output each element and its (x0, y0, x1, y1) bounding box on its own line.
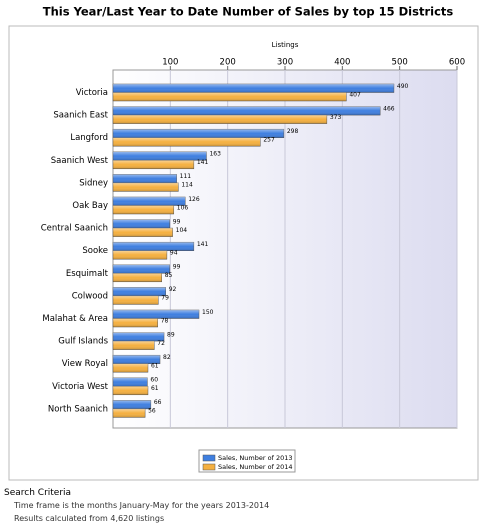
y-tick-label: Saanich East (53, 111, 108, 121)
data-label: 79 (161, 295, 169, 302)
data-label: 66 (154, 399, 162, 406)
bar (112, 160, 195, 170)
data-label: 78 (161, 317, 169, 324)
y-tick-label: Central Saanich (41, 224, 108, 234)
data-label: 89 (167, 331, 175, 338)
data-label: 94 (170, 249, 178, 256)
chart-title: This Year/Last Year to Date Number of Sa… (43, 5, 454, 19)
y-tick-label: Sooke (82, 246, 108, 256)
bar (112, 196, 186, 206)
data-label: 106 (177, 204, 189, 211)
bar (112, 340, 155, 350)
data-label: 257 (263, 136, 275, 143)
data-label: 72 (157, 340, 165, 347)
bar (112, 137, 261, 147)
bar (112, 287, 166, 297)
bar (112, 264, 171, 274)
data-label: 490 (397, 83, 409, 90)
x-tick-label: 400 (334, 58, 350, 68)
bar (112, 386, 149, 396)
data-label: 373 (330, 114, 342, 121)
data-label: 111 (180, 173, 192, 180)
y-tick-label: Colwood (72, 291, 108, 301)
data-label: 92 (169, 286, 177, 293)
bar (112, 363, 149, 373)
y-tick-label: Victoria West (52, 382, 109, 392)
data-label: 99 (173, 264, 181, 271)
criteria-line: Time frame is the months January-May for… (14, 501, 270, 510)
data-label: 466 (383, 105, 395, 112)
x-tick-label: 600 (449, 58, 465, 68)
x-tick-label: 100 (162, 58, 178, 68)
data-label: 60 (150, 377, 158, 384)
y-tick-label: Langford (70, 133, 108, 143)
bar (112, 273, 162, 283)
data-label: 126 (188, 196, 200, 203)
data-label: 61 (151, 385, 159, 392)
y-tick-label: Victoria (76, 88, 108, 98)
bar (112, 408, 146, 418)
bar (112, 92, 347, 102)
data-label: 163 (209, 151, 221, 158)
data-label: 104 (176, 227, 188, 234)
data-label: 141 (197, 241, 209, 248)
bar (112, 400, 152, 410)
y-tick-label: Gulf Islands (58, 337, 108, 347)
y-tick-label: Malahat & Area (42, 314, 108, 324)
bar (112, 227, 173, 237)
bar (112, 151, 207, 161)
data-label: 56 (148, 408, 156, 415)
bar (112, 318, 158, 328)
data-label: 141 (197, 159, 209, 166)
bar (112, 295, 159, 305)
x-tick-label: 200 (220, 58, 236, 68)
bar (112, 128, 285, 138)
bar (112, 219, 171, 229)
y-tick-label: North Saanich (48, 404, 108, 414)
data-label: 85 (165, 272, 173, 279)
bar (112, 205, 175, 215)
data-label: 150 (202, 309, 214, 316)
chart: This Year/Last Year to Date Number of Sa… (8, 5, 479, 481)
bar (112, 174, 177, 184)
criteria-heading: Search Criteria (4, 488, 72, 498)
data-label: 99 (173, 218, 181, 225)
bar (112, 182, 179, 192)
data-label: 61 (151, 362, 159, 369)
bar (112, 309, 200, 319)
legend-swatch (202, 454, 216, 462)
criteria-line: Results calculated from 4,620 listings (14, 514, 165, 523)
x-tick-label: 300 (277, 58, 293, 68)
y-tick-label: Sidney (79, 178, 108, 188)
legend (198, 449, 296, 473)
x-tick-label: 500 (392, 58, 408, 68)
data-label: 407 (349, 91, 361, 98)
bar (112, 250, 168, 260)
bar (112, 377, 148, 387)
data-label: 82 (163, 354, 171, 361)
data-label: 298 (287, 128, 299, 135)
legend-label: Sales, Number of 2013 (218, 454, 292, 462)
y-tick-label: View Royal (62, 359, 108, 369)
bar (112, 241, 195, 251)
data-label: 114 (181, 182, 193, 189)
y-tick-label: Esquimalt (66, 269, 109, 279)
legend-label: Sales, Number of 2014 (218, 463, 292, 471)
bar (112, 114, 328, 124)
x-axis-label: Listings (272, 41, 299, 49)
y-tick-label: Saanich West (51, 156, 109, 166)
y-tick-label: Oak Bay (72, 201, 108, 211)
legend-swatch (202, 463, 216, 471)
